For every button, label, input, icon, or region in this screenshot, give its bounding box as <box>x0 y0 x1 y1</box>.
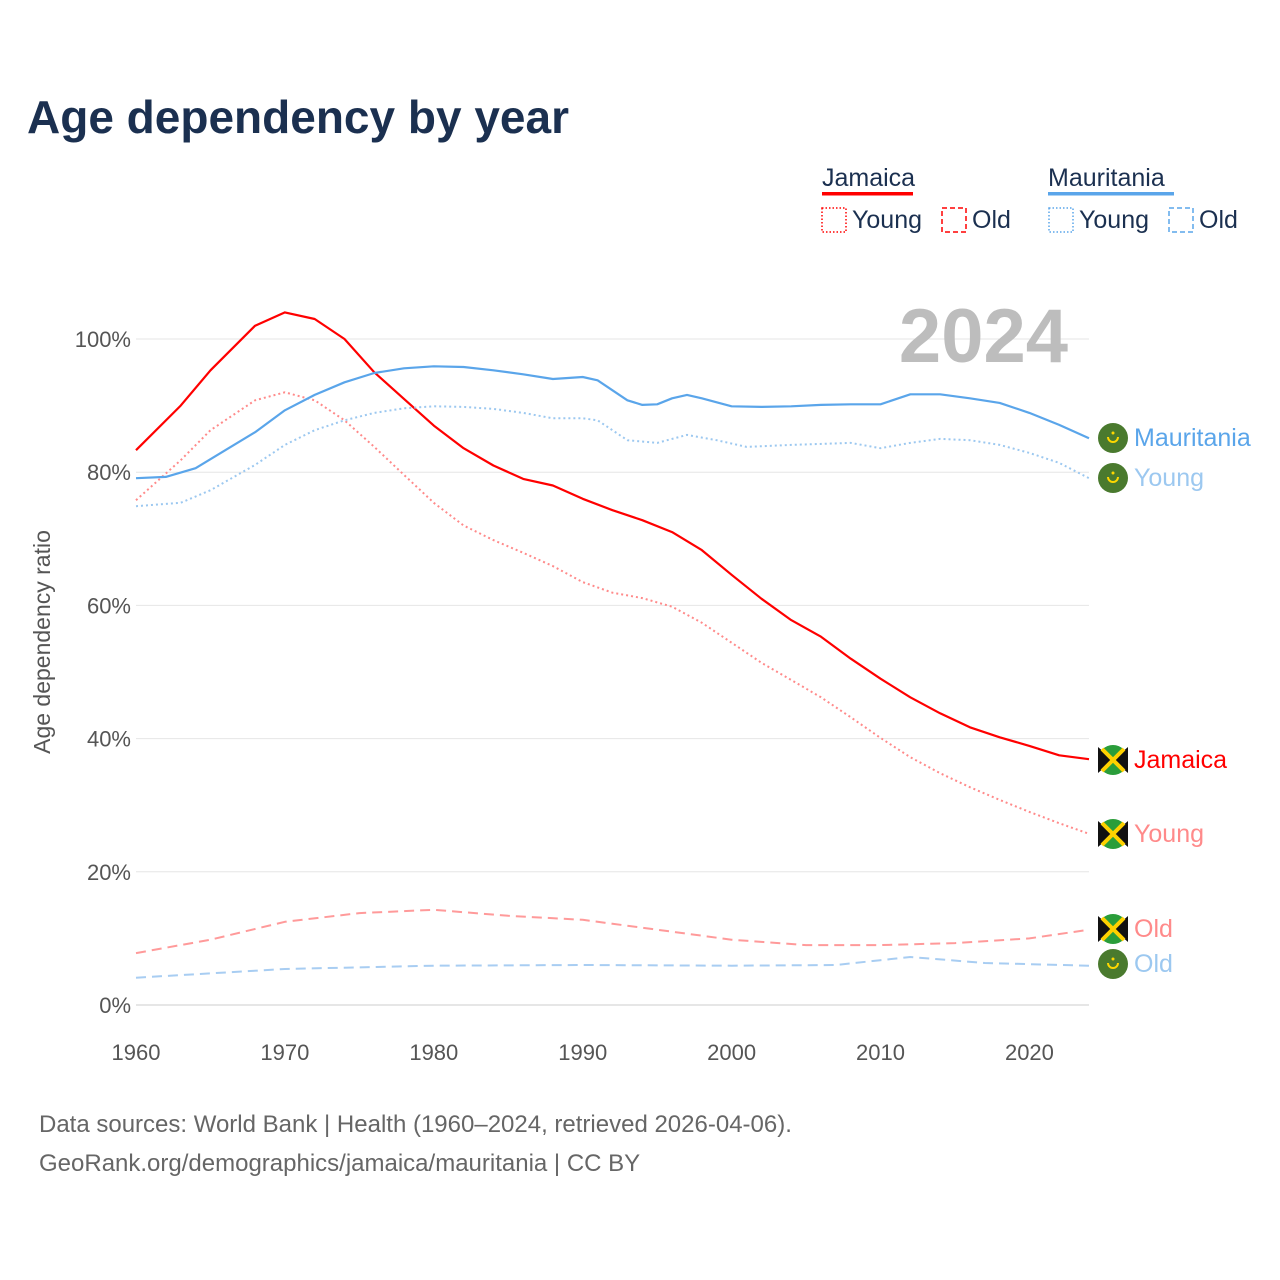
x-tick-label: 2010 <box>856 1040 905 1065</box>
end-label: Mauritania <box>1134 424 1251 452</box>
legend-mauritania-old-swatch <box>1168 207 1194 233</box>
series-line-mauritania-young[interactable] <box>135 405 1090 508</box>
legend-jamaica-label[interactable]: Jamaica <box>822 164 915 192</box>
legend-mauritania-young[interactable]: Young <box>1079 206 1149 234</box>
x-tick-label: 1980 <box>409 1040 458 1065</box>
series-line-jamaica[interactable] <box>135 311 1090 761</box>
source-line-1: Data sources: World Bank | Health (1960–… <box>39 1111 792 1138</box>
mauritania-flag-icon <box>1098 949 1128 979</box>
legend: Jamaica Young Old Mauritania Young Old <box>821 164 1238 234</box>
y-tick-label: 20% <box>87 860 131 885</box>
legend-jamaica-old-swatch <box>941 207 967 233</box>
legend-jamaica-young-swatch <box>821 207 847 233</box>
legend-mauritania-label[interactable]: Mauritania <box>1048 164 1165 192</box>
jamaica-flag-icon <box>1098 819 1128 849</box>
y-tick-label: 100% <box>75 327 131 352</box>
legend-jamaica-line <box>822 192 913 196</box>
legend-jamaica-old[interactable]: Old <box>972 206 1011 234</box>
x-tick-label: 1990 <box>558 1040 607 1065</box>
y-tick-label: 40% <box>87 727 131 752</box>
x-tick-label: 1960 <box>112 1040 161 1065</box>
series-line-jamaica-young[interactable] <box>135 391 1090 835</box>
series-line-jamaica-old[interactable] <box>135 908 1090 955</box>
end-label: Jamaica <box>1134 746 1227 774</box>
legend-mauritania-old[interactable]: Old <box>1199 206 1238 234</box>
x-tick-label: 1970 <box>260 1040 309 1065</box>
end-label: Young <box>1134 820 1204 848</box>
y-tick-label: 60% <box>87 593 131 618</box>
jamaica-flag-icon <box>1098 745 1128 775</box>
y-axis-label: Age dependency ratio <box>29 530 55 754</box>
series-line-mauritania-old[interactable] <box>135 956 1090 979</box>
series-line-mauritania[interactable] <box>135 365 1090 480</box>
x-tick-label: 2020 <box>1005 1040 1054 1065</box>
y-tick-label: 80% <box>87 460 131 485</box>
y-tick-label: 0% <box>99 993 131 1018</box>
mauritania-flag-icon <box>1098 423 1128 453</box>
end-label: Young <box>1134 464 1204 492</box>
year-watermark: 2024 <box>899 294 1068 379</box>
jamaica-flag-icon <box>1098 914 1128 944</box>
legend-jamaica-young[interactable]: Young <box>852 206 922 234</box>
end-label: Old <box>1134 950 1173 978</box>
end-label: Old <box>1134 915 1173 943</box>
source-line-2[interactable]: GeoRank.org/demographics/jamaica/maurita… <box>39 1150 640 1177</box>
legend-mauritania-young-swatch <box>1048 207 1074 233</box>
x-tick-label: 2000 <box>707 1040 756 1065</box>
legend-mauritania-line <box>1048 192 1174 196</box>
mauritania-flag-icon <box>1098 463 1128 493</box>
chart-title: Age dependency by year <box>27 91 569 143</box>
